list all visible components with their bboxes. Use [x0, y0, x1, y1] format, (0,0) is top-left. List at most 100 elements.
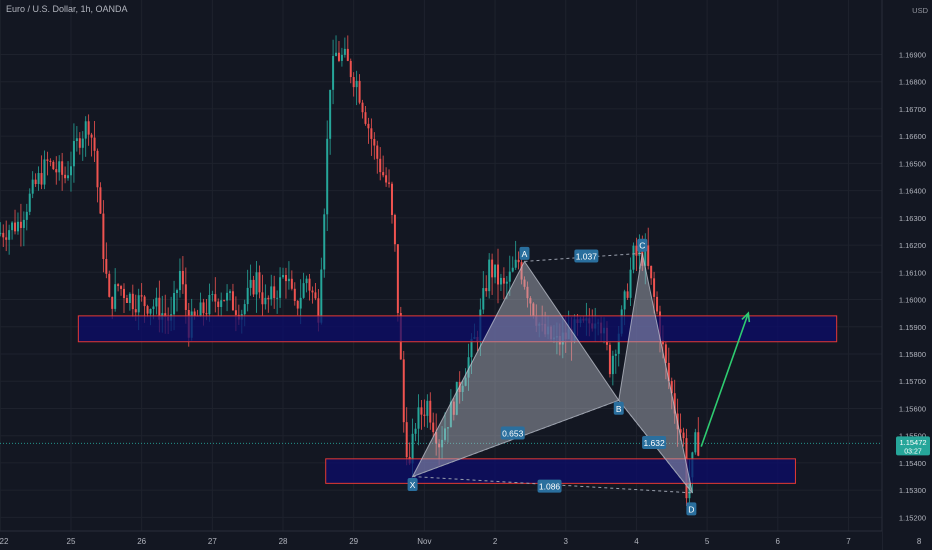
candle-body [72, 141, 75, 167]
pattern-point-a-text: A [522, 249, 528, 259]
candle-body [299, 297, 302, 309]
candle-body [164, 313, 167, 317]
candle-body [40, 173, 43, 185]
candle-body [346, 48, 349, 61]
candle-body [90, 134, 93, 138]
candle-body [532, 303, 535, 316]
time-tick-label: 5 [705, 537, 710, 546]
candle-body [84, 121, 87, 139]
candle-body [305, 278, 308, 284]
time-tick-label: 26 [137, 537, 146, 546]
candle-body [181, 270, 184, 285]
pattern-leg-ac [524, 252, 643, 262]
time-tick-label: 28 [279, 537, 288, 546]
candle-body [243, 304, 246, 315]
candle-body [388, 182, 391, 184]
candle-body [61, 161, 64, 175]
candle-body [491, 259, 494, 278]
candle-body [0, 232, 2, 235]
candle-body [641, 249, 644, 266]
pattern-point-c-text: C [639, 241, 645, 251]
candle-body [193, 311, 196, 316]
candle-body [670, 381, 673, 394]
price-axis[interactable]: USD 1.16900 1.16800 1.16700 1.16600 1.16500 1.… [881, 0, 932, 550]
price-tick-label: 1.16300 [899, 214, 926, 223]
candle-body [647, 245, 650, 266]
candle-body [279, 277, 282, 298]
candle-body [120, 286, 123, 289]
candle-body [287, 278, 290, 282]
candle-body [352, 77, 355, 88]
candle-body [358, 80, 361, 103]
candle-body [128, 293, 131, 303]
candle-body [255, 272, 258, 295]
candle-body [432, 422, 435, 433]
candle-body [470, 338, 473, 358]
candle-body [220, 300, 223, 307]
candle-body [420, 407, 423, 415]
candle-body [464, 377, 467, 386]
candle-body [688, 477, 691, 499]
candle-body [505, 281, 508, 284]
candle-body [223, 300, 226, 302]
zone-layer [77, 315, 838, 484]
pattern-point-a: A [519, 246, 530, 260]
pattern-ratio-label-text: 1.632 [643, 438, 665, 448]
candle-body [19, 221, 22, 228]
pattern-point-b-text: B [616, 404, 622, 414]
price-tick-label: 1.15200 [899, 513, 926, 522]
candle-body [488, 259, 491, 292]
candle-body [249, 279, 252, 288]
candle-body [252, 279, 255, 295]
candle-body [8, 230, 11, 240]
candle-body [520, 262, 523, 280]
candle-body [429, 400, 432, 423]
price-tick-label: 1.16600 [899, 132, 926, 141]
candle-body [423, 414, 426, 416]
candle-body [656, 296, 659, 312]
candle-body [523, 279, 526, 287]
candle-body [335, 52, 338, 56]
candle-body [67, 175, 70, 179]
price-tick-label: 1.16200 [899, 241, 926, 250]
candle-body [102, 213, 105, 259]
time-tick-label: 7 [846, 537, 851, 546]
candle-body [267, 297, 270, 300]
candle-body [441, 439, 444, 448]
price-tick-label: 1.15500 [899, 432, 926, 441]
candle-body [502, 277, 505, 284]
candle-body [508, 271, 511, 282]
candle-body [78, 138, 81, 148]
pattern-point-b: B [613, 401, 624, 415]
candle-body [452, 401, 455, 415]
candle-body [455, 381, 458, 415]
price-tick-label: 1.16900 [899, 50, 926, 59]
candle-body [5, 237, 8, 240]
pattern-ratio-label: 1.632 [642, 436, 667, 449]
resistance-zone [77, 315, 838, 343]
time-tick-label: 8 [917, 537, 922, 546]
time-tick-label: 25 [67, 537, 76, 546]
candle-body [226, 292, 229, 301]
candle-body [343, 48, 346, 55]
time-tick-label: 29 [349, 537, 358, 546]
candle-body [34, 179, 37, 185]
candle-body [87, 121, 90, 135]
candle-body [158, 297, 161, 320]
candle-body [326, 138, 329, 215]
pattern-ratio-label: 1.086 [537, 479, 562, 493]
candle-body [273, 286, 276, 299]
pattern-ratio-label-bg [537, 479, 562, 493]
time-axis[interactable]: 222526272829Nov23456789 [0, 530, 932, 550]
candle-body [393, 214, 396, 245]
candle-body [146, 306, 149, 314]
candle-body [632, 245, 635, 270]
pattern-ratio-label-bg [500, 426, 525, 440]
candle-body [105, 258, 108, 274]
pattern-ratio-label-text: 0.653 [502, 428, 524, 438]
price-tick-label: 1.15800 [899, 350, 926, 359]
candle-body [264, 297, 267, 305]
candle-body [176, 290, 178, 293]
candle-body [131, 293, 134, 310]
